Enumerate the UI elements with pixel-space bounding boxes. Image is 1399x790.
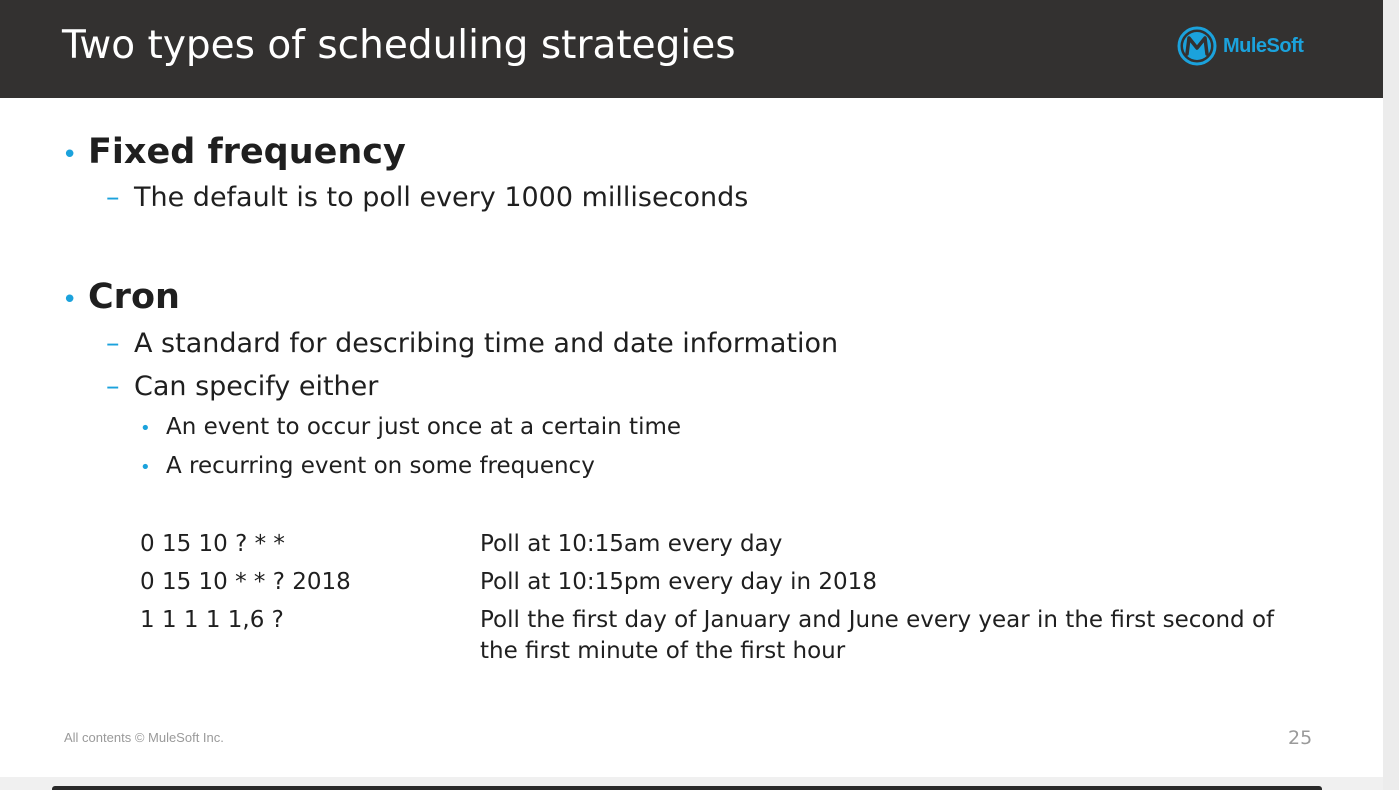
subsubitem-text: An event to occur just once at a certain… xyxy=(166,414,682,440)
slide-header: Two types of scheduling strategies MuleS… xyxy=(0,0,1383,98)
heading-cron: Cron xyxy=(88,277,180,317)
subsubitem-text: A recurring event on some frequency xyxy=(166,453,595,479)
bullet-marker: • xyxy=(62,140,78,170)
cron-expression: 1 1 1 1 1,6 ? xyxy=(140,607,284,633)
slide: Two types of scheduling strategies MuleS… xyxy=(0,0,1383,777)
cron-description: Poll the first day of January and June e… xyxy=(480,607,1275,664)
subitem-text: A standard for describing time and date … xyxy=(134,328,839,359)
bullet-cron: • Cron xyxy=(62,276,180,321)
subitem-cron-specify: – Can specify either xyxy=(106,369,378,405)
mulesoft-logo-icon xyxy=(1177,26,1217,66)
cron-description: Poll at 10:15pm every day in 2018 xyxy=(480,569,877,595)
cron-description: Poll at 10:15am every day xyxy=(480,531,783,557)
dash-marker: – xyxy=(106,182,120,213)
subitem-text: Can specify either xyxy=(134,371,379,402)
subitem-text: The default is to poll every 1000 millis… xyxy=(134,182,749,213)
bullet-marker: • xyxy=(140,457,151,478)
slide-title: Two types of scheduling strategies xyxy=(62,23,736,68)
dash-marker: – xyxy=(106,371,120,402)
bullet-marker: • xyxy=(140,418,151,439)
page-number: 25 xyxy=(1288,727,1313,749)
bottom-toolbar-edge xyxy=(52,786,1322,790)
subsubitem-once: • An event to occur just once at a certai… xyxy=(140,412,681,444)
cron-expression: 0 15 10 ? * * xyxy=(140,531,285,557)
mulesoft-logo: MuleSoft xyxy=(1177,26,1304,66)
heading-fixed-frequency: Fixed frequency xyxy=(88,132,406,172)
bullet-marker: • xyxy=(62,285,78,315)
bullet-fixed-frequency: • Fixed frequency xyxy=(62,131,406,176)
subitem-default-poll: – The default is to poll every 1000 milli… xyxy=(106,180,748,216)
dash-marker: – xyxy=(106,328,120,359)
subsubitem-recurring: • A recurring event on some frequency xyxy=(140,451,595,483)
cron-expression: 0 15 10 * * ? 2018 xyxy=(140,569,351,595)
subitem-cron-standard: – A standard for describing time and date… xyxy=(106,326,838,362)
footer-copyright: All contents © MuleSoft Inc. xyxy=(64,730,224,745)
window-edge xyxy=(1383,0,1399,790)
brand-name: MuleSoft xyxy=(1223,34,1304,57)
